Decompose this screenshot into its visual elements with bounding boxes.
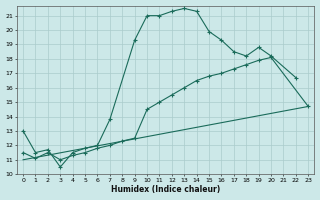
X-axis label: Humidex (Indice chaleur): Humidex (Indice chaleur)	[111, 185, 220, 194]
